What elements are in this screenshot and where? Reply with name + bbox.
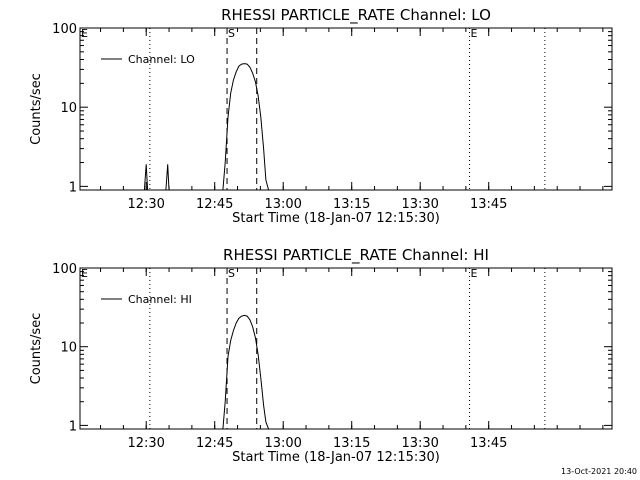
lo-y-tick-label: 1 bbox=[69, 180, 77, 195]
lo-series-line bbox=[143, 63, 270, 191]
hi-x-tick-label: 13:00 bbox=[264, 436, 301, 451]
hi-x-tick-label: 12:45 bbox=[196, 436, 233, 451]
hi-chart-title: RHESSI PARTICLE_RATE Channel: HI bbox=[223, 246, 489, 265]
hi-x-tick-label: 13:15 bbox=[333, 436, 370, 451]
lo-x-tick-label: 13:30 bbox=[401, 197, 438, 212]
hi-y-axis-label: Counts/sec bbox=[29, 313, 44, 385]
lo-event-marker-label: S bbox=[228, 27, 235, 40]
hi-event-marker-label: E bbox=[471, 267, 478, 280]
hi-x-tick-label: 12:30 bbox=[127, 436, 164, 451]
lo-y-tick-label: 10 bbox=[60, 101, 77, 116]
lo-legend-label: Channel: LO bbox=[128, 53, 195, 66]
hi-y-tick-label: 10 bbox=[60, 341, 77, 356]
lo-edge-marker-label: E bbox=[81, 27, 88, 40]
lo-y-axis-label: Counts/sec bbox=[29, 73, 44, 145]
plot-timestamp: 13-Oct-2021 20:40 bbox=[561, 467, 637, 476]
hi-y-tick-label: 1 bbox=[69, 419, 77, 434]
hi-edge-marker-label: E bbox=[81, 267, 88, 280]
lo-x-axis-label: Start Time (18-Jan-07 12:15:30) bbox=[232, 211, 440, 226]
lo-x-tick-label: 13:15 bbox=[333, 197, 370, 212]
hi-x-axis-label: Start Time (18-Jan-07 12:15:30) bbox=[232, 450, 440, 465]
hi-x-tick-label: 13:30 bbox=[401, 436, 438, 451]
hi-event-marker-label: S bbox=[228, 267, 235, 280]
hi-plot-frame bbox=[79, 267, 613, 430]
lo-x-tick-label: 13:45 bbox=[470, 197, 507, 212]
hi-x-tick-label: 13:45 bbox=[470, 436, 507, 451]
lo-y-tick-label: 100 bbox=[52, 22, 77, 37]
lo-event-marker-label: E bbox=[471, 27, 478, 40]
lo-x-tick-label: 13:00 bbox=[264, 197, 301, 212]
hi-series-line bbox=[222, 314, 270, 430]
hi-y-tick-label: 100 bbox=[52, 262, 77, 277]
lo-x-tick-label: 12:30 bbox=[127, 197, 164, 212]
lo-x-tick-label: 12:45 bbox=[196, 197, 233, 212]
hi-legend-label: Channel: HI bbox=[128, 293, 192, 306]
lo-plot-frame bbox=[79, 27, 613, 191]
lo-chart-title: RHESSI PARTICLE_RATE Channel: LO bbox=[221, 6, 491, 25]
